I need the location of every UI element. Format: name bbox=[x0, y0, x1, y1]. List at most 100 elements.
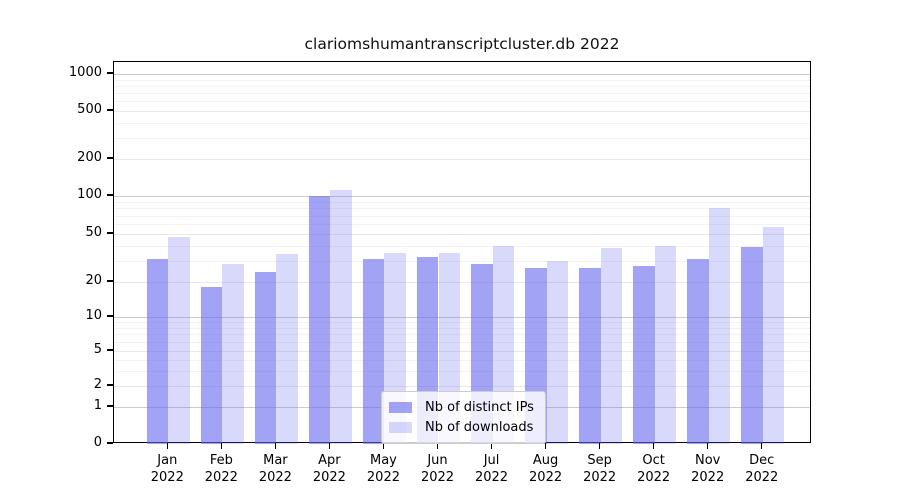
x-tick-label: Dec 2022 bbox=[745, 453, 779, 485]
gridline-major bbox=[114, 196, 810, 197]
legend-swatch-downloads bbox=[389, 421, 412, 433]
y-tick-label: 5 bbox=[93, 342, 102, 357]
y-tick-mark bbox=[107, 384, 113, 386]
y-tick-mark bbox=[107, 232, 113, 234]
legend-item-downloads: Nb of downloads bbox=[389, 417, 534, 437]
gridline-minor bbox=[114, 224, 810, 225]
y-tick-label: 1 bbox=[93, 398, 102, 413]
y-tick-label: 0 bbox=[93, 435, 102, 450]
y-tick-mark bbox=[107, 280, 113, 282]
y-tick-mark bbox=[107, 442, 113, 444]
x-tick-label: Feb 2022 bbox=[204, 453, 238, 485]
x-tick-label: Aug 2022 bbox=[529, 453, 563, 485]
bar-oct-downloads bbox=[654, 245, 677, 444]
gridline-minor bbox=[114, 215, 810, 217]
gridline-major bbox=[114, 74, 810, 75]
x-tick-mark bbox=[166, 443, 168, 449]
x-tick-label: Mar 2022 bbox=[258, 453, 292, 485]
y-tick-label: 500 bbox=[77, 102, 102, 117]
y-tick-mark bbox=[107, 109, 113, 111]
gridline-sub bbox=[114, 159, 810, 160]
bar-sep-downloads bbox=[600, 248, 623, 444]
bar-may-ips bbox=[362, 259, 385, 444]
bar-nov-ips bbox=[687, 259, 709, 444]
x-tick-label: Jun 2022 bbox=[420, 453, 455, 485]
gridline-minor bbox=[114, 79, 810, 81]
gridline-minor bbox=[114, 85, 810, 87]
x-tick-mark bbox=[328, 443, 331, 449]
x-tick-label: Oct 2022 bbox=[637, 453, 671, 485]
gridline-minor bbox=[114, 370, 810, 372]
x-tick-mark bbox=[544, 443, 547, 449]
gridline-minor bbox=[114, 93, 810, 95]
legend-label-downloads: Nb of downloads bbox=[425, 419, 534, 435]
gridline-major bbox=[114, 317, 810, 318]
chart-title: clariomshumantranscriptcluster.db 2022 bbox=[304, 35, 620, 53]
x-tick-mark bbox=[382, 443, 385, 449]
legend-swatch-distinct-ips bbox=[389, 401, 412, 413]
x-tick-label: Sep 2022 bbox=[583, 453, 617, 485]
bar-apr-ips bbox=[308, 196, 331, 444]
bar-dec-ips bbox=[741, 247, 763, 444]
gridline-sub bbox=[114, 234, 810, 235]
gridline-minor bbox=[114, 208, 810, 210]
bar-feb-downloads bbox=[222, 264, 244, 444]
bar-feb-ips bbox=[200, 287, 223, 444]
x-tick-label: May 2022 bbox=[366, 453, 400, 485]
x-tick-mark bbox=[707, 443, 709, 449]
x-tick-label: Jul 2022 bbox=[474, 453, 509, 485]
gridline-minor bbox=[114, 359, 810, 361]
gridline-minor bbox=[114, 334, 810, 336]
x-tick-mark bbox=[652, 443, 655, 449]
bar-oct-ips bbox=[633, 266, 655, 444]
bar-jan-ips bbox=[146, 259, 169, 444]
gridline-minor bbox=[114, 137, 810, 139]
gridline-sub bbox=[114, 282, 810, 283]
y-tick-mark bbox=[107, 194, 113, 196]
plot-area bbox=[113, 61, 811, 444]
bar-mar-ips bbox=[254, 272, 277, 444]
x-tick-label: Jan 2022 bbox=[150, 453, 184, 485]
legend-label-distinct-ips: Nb of distinct IPs bbox=[425, 399, 534, 415]
y-tick-label: 10 bbox=[85, 308, 102, 323]
gridline-minor bbox=[114, 245, 810, 247]
y-tick-mark bbox=[107, 315, 113, 317]
y-tick-mark bbox=[107, 72, 113, 74]
x-tick-mark bbox=[220, 443, 223, 449]
x-tick-mark bbox=[598, 443, 601, 449]
gridline-minor bbox=[114, 101, 810, 103]
bar-dec-downloads bbox=[762, 226, 785, 444]
gridline-sub bbox=[114, 351, 810, 352]
y-tick-label: 20 bbox=[85, 273, 102, 288]
bar-aug-downloads bbox=[546, 260, 569, 444]
y-tick-label: 200 bbox=[77, 150, 102, 165]
gridline-sub bbox=[114, 111, 810, 112]
gridline-minor bbox=[114, 260, 810, 262]
gridline-minor bbox=[114, 342, 810, 344]
y-tick-label: 1000 bbox=[68, 65, 102, 80]
legend-item-distinct-ips: Nb of distinct IPs bbox=[389, 397, 534, 417]
x-tick-label: Apr 2022 bbox=[312, 453, 346, 485]
y-tick-mark bbox=[107, 157, 113, 159]
gridline-sub bbox=[114, 386, 810, 387]
gridline-minor bbox=[114, 322, 810, 324]
x-tick-label: Nov 2022 bbox=[691, 453, 725, 485]
legend: Nb of distinct IPs Nb of downloads bbox=[381, 391, 546, 444]
x-tick-mark bbox=[761, 443, 763, 449]
bar-apr-downloads bbox=[330, 189, 352, 444]
y-tick-label: 100 bbox=[77, 187, 102, 202]
bar-sep-ips bbox=[579, 268, 601, 444]
y-tick-label: 50 bbox=[85, 225, 102, 240]
bar-mar-downloads bbox=[276, 254, 298, 444]
gridline-minor bbox=[114, 201, 810, 203]
gridline-minor bbox=[114, 327, 810, 329]
gridline-minor bbox=[114, 122, 810, 124]
bar-jan-downloads bbox=[168, 237, 190, 444]
x-tick-mark bbox=[274, 443, 277, 449]
y-tick-mark bbox=[107, 405, 113, 407]
bar-nov-downloads bbox=[708, 207, 731, 444]
x-tick-mark bbox=[436, 443, 439, 449]
x-tick-mark bbox=[490, 443, 493, 449]
y-tick-mark bbox=[107, 349, 113, 351]
